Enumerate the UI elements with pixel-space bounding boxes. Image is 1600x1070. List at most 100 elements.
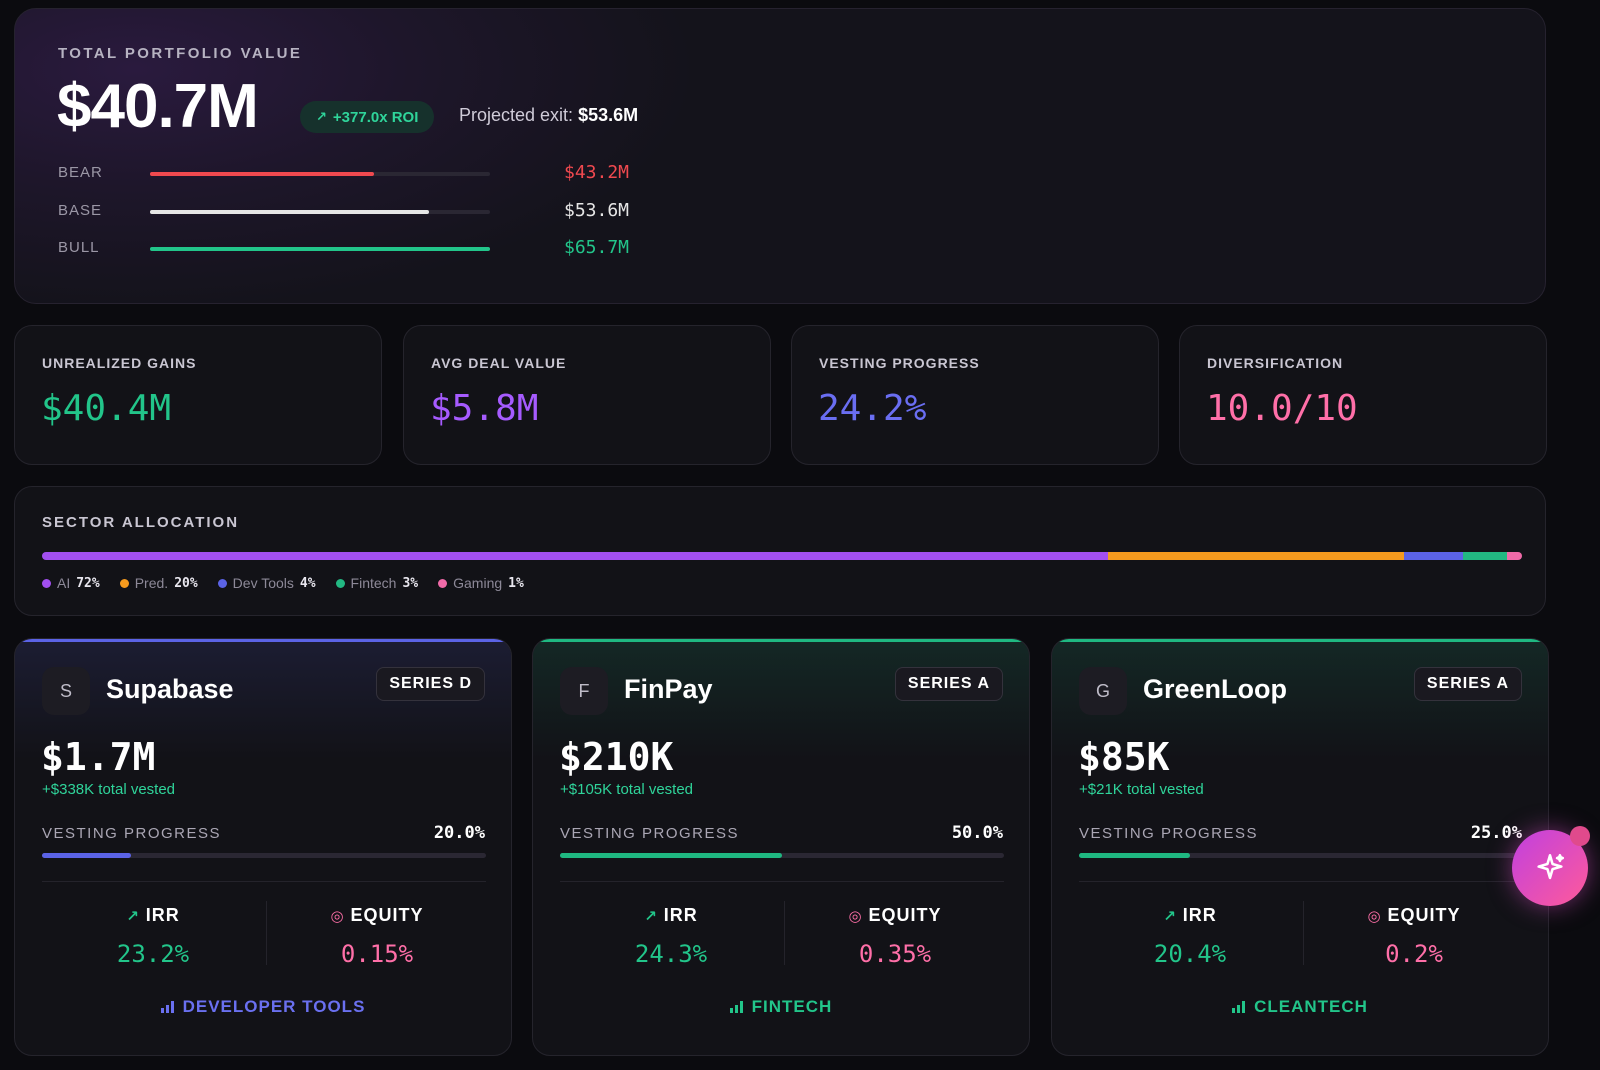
company-avatar: S <box>42 667 90 715</box>
roi-text: +377.0x ROI <box>332 108 419 126</box>
metric-label: AVG DEAL VALUE <box>431 355 567 371</box>
divider <box>560 881 1004 882</box>
projected-exit-label: Projected exit: <box>459 105 574 125</box>
total-vested: +$21K total vested <box>1079 781 1204 798</box>
metric-value: 24.2% <box>818 388 927 429</box>
sector-allocation-bar <box>42 552 1522 560</box>
company-card[interactable]: S Supabase SERIES D $1.7M +$338K total v… <box>14 638 512 1056</box>
metric-value: 10.0/10 <box>1206 388 1358 429</box>
total-vested: +$338K total vested <box>42 781 176 798</box>
legend-label: Pred. <box>134 575 169 591</box>
vesting-label: VESTING PROGRESS <box>560 825 740 842</box>
equity-stat: ◎ EQUITY 0.2% <box>1303 905 1525 968</box>
metric-diversification: DIVERSIFICATION 10.0/10 <box>1179 325 1547 465</box>
company-card[interactable]: G GreenLoop SERIES A $85K +$21K total ve… <box>1051 638 1549 1056</box>
equity-label: EQUITY <box>868 905 942 925</box>
legend-dot <box>119 578 129 588</box>
company-card[interactable]: F FinPay SERIES A $210K +$105K total ves… <box>532 638 1030 1056</box>
metric-label: VESTING PROGRESS <box>819 355 980 371</box>
vesting-percent: 20.0% <box>433 823 485 843</box>
company-name: FinPay <box>624 674 713 704</box>
target-icon: ◎ <box>1367 907 1382 925</box>
metric-value: $5.8M <box>430 388 539 429</box>
divider <box>1303 901 1304 965</box>
equity-stat: ◎ EQUITY 0.35% <box>784 905 1006 968</box>
scenario-fill <box>150 172 375 176</box>
legend-percent: 3% <box>402 575 419 591</box>
sector-name: DEVELOPER TOOLS <box>182 997 366 1016</box>
divider <box>266 901 267 965</box>
equity-label: EQUITY <box>1387 905 1461 925</box>
sparkle-icon <box>1537 853 1565 880</box>
legend-percent: 20% <box>174 575 198 591</box>
sector-name: CLEANTECH <box>1254 997 1368 1016</box>
irr-label: IRR <box>145 905 180 925</box>
trending-up-icon: ↗ <box>126 907 140 925</box>
projected-exit: Projected exit: $53.6M <box>459 105 638 126</box>
divider <box>784 901 785 965</box>
scenario-bull: BULL $65.7M <box>58 237 678 259</box>
roi-badge: ↗ +377.0x ROI <box>300 101 435 133</box>
irr-stat: ↗ IRR 20.4% <box>1079 905 1301 968</box>
bar-chart-icon <box>160 1001 174 1013</box>
sector-name: FINTECH <box>751 997 833 1016</box>
investment-amount: $210K <box>559 735 674 779</box>
company-name: GreenLoop <box>1143 674 1288 704</box>
bar-chart-icon <box>729 1001 743 1013</box>
target-icon: ◎ <box>330 907 345 925</box>
scenario-bear: BEAR $43.2M <box>58 162 678 184</box>
series-badge: SERIES A <box>894 667 1003 701</box>
company-avatar: F <box>560 667 608 715</box>
sector-tag: FINTECH <box>533 997 1029 1017</box>
irr-value: 20.4% <box>1153 940 1227 968</box>
sector-segment <box>1403 552 1463 560</box>
legend-item: Dev Tools 4% <box>217 575 316 591</box>
scenario-track <box>150 172 490 176</box>
scenario-base: BASE $53.6M <box>58 200 678 222</box>
vesting-progress-bar <box>560 853 1004 858</box>
vesting-progress-fill <box>1079 853 1190 858</box>
legend-item: Fintech 3% <box>335 575 419 591</box>
vesting-percent: 25.0% <box>1470 823 1522 843</box>
metric-label: DIVERSIFICATION <box>1207 355 1344 371</box>
sector-tag: DEVELOPER TOOLS <box>15 997 511 1017</box>
sector-segment <box>42 552 1108 560</box>
legend-dot <box>335 578 345 588</box>
card-accent-line <box>1052 639 1548 642</box>
arrow-up-right-icon: ↗ <box>316 109 327 124</box>
scenario-fill <box>150 247 490 251</box>
scenario-label: BASE <box>58 202 103 219</box>
vesting-progress-bar <box>1079 853 1523 858</box>
scenario-fill <box>150 210 429 214</box>
legend-dot <box>42 578 51 588</box>
vesting-progress-fill <box>42 853 131 858</box>
legend-percent: 72% <box>76 575 100 591</box>
sector-segment <box>1507 552 1522 560</box>
vesting-progress-bar <box>42 853 486 858</box>
total-vested: +$105K total vested <box>560 781 694 798</box>
irr-value: 23.2% <box>116 940 190 968</box>
portfolio-summary-card: TOTAL PORTFOLIO VALUE $40.7M ↗ +377.0x R… <box>14 8 1546 304</box>
legend-percent: 1% <box>508 575 524 591</box>
irr-value: 24.3% <box>634 940 708 968</box>
metric-value: $40.4M <box>41 388 172 429</box>
metric-unrealized-gains: UNREALIZED GAINS $40.4M <box>14 325 382 465</box>
equity-label: EQUITY <box>350 905 424 925</box>
sector-allocation: SECTOR ALLOCATION AI 72% Pred. 20% Dev Tools… <box>14 486 1546 616</box>
equity-value: 0.35% <box>858 940 932 968</box>
sector-tag: CLEANTECH <box>1052 997 1548 1017</box>
metric-avg-deal-value: AVG DEAL VALUE $5.8M <box>403 325 771 465</box>
trending-up-icon: ↗ <box>644 907 658 925</box>
sector-segment <box>1462 552 1508 560</box>
scenario-value: $53.6M <box>564 200 630 221</box>
vesting-percent: 50.0% <box>951 823 1003 843</box>
sector-segment <box>1107 552 1404 560</box>
company-avatar: G <box>1079 667 1127 715</box>
scenario-label: BEAR <box>58 164 103 181</box>
scenario-value: $65.7M <box>564 237 630 258</box>
legend-item: Gaming 1% <box>438 575 524 591</box>
irr-stat: ↗ IRR 23.2% <box>42 905 264 968</box>
equity-stat: ◎ EQUITY 0.15% <box>266 905 488 968</box>
projected-exit-value: $53.6M <box>578 105 639 125</box>
legend-percent: 4% <box>299 575 316 591</box>
